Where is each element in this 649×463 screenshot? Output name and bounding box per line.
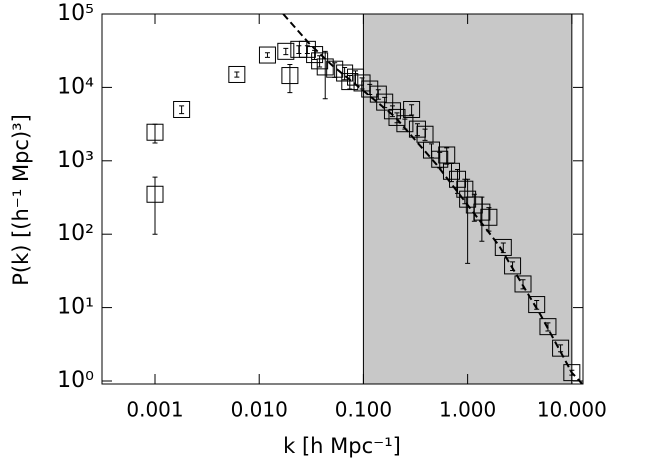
data-point [281,67,299,85]
data-point [480,208,498,226]
data-point [336,64,354,82]
data-point [383,102,401,120]
x-tick-label: 1.000 [439,398,496,422]
error-bar [296,45,302,54]
data-point [514,275,532,293]
x-tick-label: 0.001 [126,398,183,422]
x-tick-label: 0.100 [335,398,392,422]
y-tick-label: 10¹ [57,295,94,320]
y-axis-label: P(k) [(h⁻¹ Mpc)³] [9,114,33,286]
x-axis-label: k [h Mpc⁻¹] [283,434,401,458]
data-point [456,180,474,198]
data-point [341,73,359,91]
error-bar [234,71,240,78]
data-point [228,65,246,83]
y-tick-label: 10³ [57,148,94,173]
data-point [539,318,557,336]
data-point [173,100,191,118]
error-bar [347,75,353,90]
data-point [146,123,164,141]
data-point [403,100,421,118]
y-tick-label: 10⁰ [57,368,94,393]
data-point [361,80,379,98]
error-bar [465,178,471,264]
error-bar [179,105,185,115]
data-point [396,115,414,133]
data-point [146,185,164,203]
error-bar [283,47,289,56]
data-point [459,190,477,208]
data-point [528,296,546,314]
error-bar [312,49,318,60]
data-point [563,364,581,382]
y-tick-label: 10⁴ [57,74,94,99]
error-bar [264,52,270,58]
model-line [282,14,583,384]
error-bar [367,83,373,96]
data-point [431,150,449,168]
error-bar [152,176,158,235]
y-tick-label: 10² [57,221,94,246]
error-bar [287,64,293,94]
data-point [306,46,324,64]
data-point [504,257,522,275]
data-point [326,60,344,78]
plot-frame [101,13,584,385]
error-bar [422,128,428,141]
x-tick-label: 0.010 [231,398,288,422]
data-point [552,339,570,357]
y-tick-label: 10⁵ [57,1,94,26]
error-bar [317,55,323,68]
error-bar [409,104,415,116]
data-point [494,238,512,256]
x-tick-label: 10.000 [537,398,607,422]
error-bar [444,147,450,165]
data-point [277,42,295,60]
data-point [258,46,276,64]
